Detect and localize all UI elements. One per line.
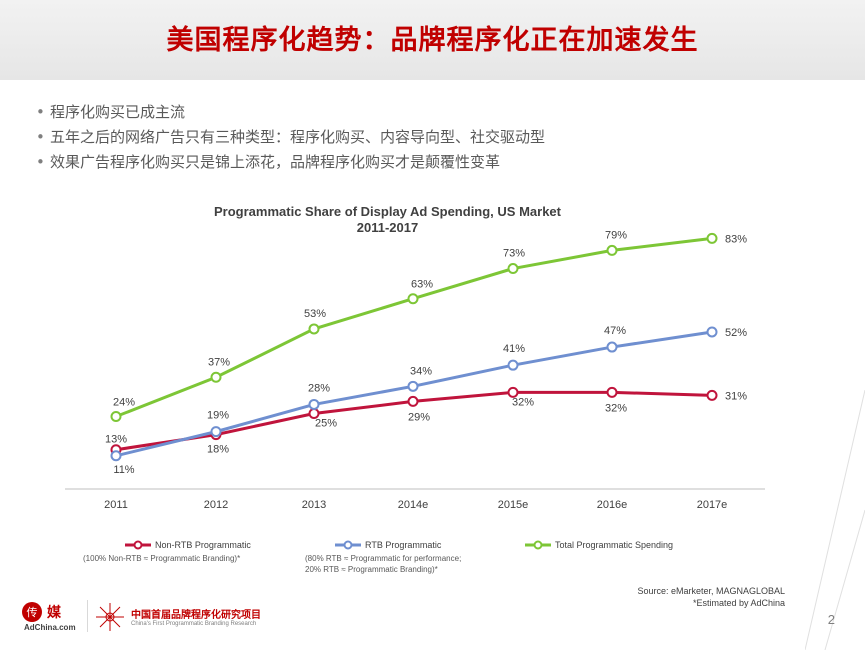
- decorative-corner-lines: [805, 390, 865, 650]
- legend-marker: [533, 540, 543, 550]
- page-number: 2: [827, 612, 835, 627]
- data-point: [210, 426, 222, 438]
- data-point: [706, 389, 718, 401]
- data-label: 31%: [725, 390, 747, 402]
- chart-title-block: Programmatic Share of Display Ad Spendin…: [150, 204, 625, 236]
- slide-title: 美国程序化趋势：品牌程序化正在加速发生: [166, 25, 699, 56]
- source-text: Source: eMarketer, MAGNAGLOBAL: [637, 586, 785, 596]
- legend-label: RTB Programmatic: [365, 540, 442, 550]
- x-tick-label: 2014e: [398, 499, 429, 511]
- x-tick-label: 2011: [104, 499, 128, 511]
- x-tick-label: 2016e: [597, 499, 628, 511]
- data-label: 32%: [512, 396, 534, 408]
- x-tick-label: 2017e: [697, 499, 728, 511]
- legend-note: (80% RTB ≈ Programmatic for performance;: [305, 554, 461, 563]
- data-point: [308, 323, 320, 335]
- data-label: 41%: [503, 343, 525, 355]
- legend-note: (100% Non-RTB ≈ Programmatic Branding)*: [83, 554, 240, 563]
- data-point: [110, 450, 122, 462]
- svg-text:传: 传: [27, 606, 38, 619]
- data-label: 32%: [605, 402, 627, 414]
- data-point: [110, 411, 122, 423]
- chart-subtitle: 2011-2017: [356, 220, 419, 235]
- data-point: [210, 371, 222, 383]
- data-label: 13%: [105, 434, 127, 446]
- data-point: [507, 386, 519, 398]
- x-tick-label: 2015e: [498, 499, 529, 511]
- data-label: 73%: [503, 248, 525, 260]
- legend-label: Non-RTB Programmatic: [155, 540, 251, 550]
- estimated-note: *Estimated by AdChina: [692, 598, 785, 608]
- data-point: [407, 395, 419, 407]
- legend-marker: [343, 540, 353, 550]
- data-label: 53%: [304, 308, 326, 320]
- x-tick-label: 2013: [302, 499, 326, 511]
- legend-label: Total Programmatic Spending: [555, 540, 673, 550]
- bullet-list: 程序化购买已成主流 五年之后的网络广告只有三种类型：程序化购买、内容导向型、社交…: [36, 100, 545, 175]
- svg-text:媒: 媒: [46, 604, 62, 621]
- research-logo-en: China's First Programmatic Branding Rese…: [131, 621, 257, 627]
- data-label: 28%: [308, 382, 330, 394]
- data-label: 29%: [408, 411, 430, 423]
- source-note: Source: eMarketer, MAGNAGLOBAL *Estimate…: [637, 585, 785, 609]
- bullet-item: 五年之后的网络广告只有三种类型：程序化购买、内容导向型、社交驱动型: [36, 125, 545, 150]
- data-point: [606, 244, 618, 256]
- data-label: 52%: [725, 327, 747, 339]
- data-point: [507, 263, 519, 275]
- data-point: [308, 398, 320, 410]
- x-tick-label: 2012: [204, 499, 228, 511]
- bullet-item: 效果广告程序化购买只是锦上添花，品牌程序化购买才是颠覆性变革: [36, 150, 545, 175]
- data-point: [407, 380, 419, 392]
- data-point: [606, 386, 618, 398]
- data-label: 24%: [113, 397, 135, 409]
- adchina-logo-text: AdChina.com: [24, 623, 76, 632]
- data-point: [507, 359, 519, 371]
- data-point: [706, 232, 718, 244]
- data-point: [407, 293, 419, 305]
- data-label: 34%: [410, 365, 432, 377]
- legend-marker: [133, 540, 143, 550]
- bullet-item: 程序化购买已成主流: [36, 100, 545, 125]
- research-logo-icon: [96, 603, 124, 631]
- data-label: 63%: [411, 279, 433, 291]
- data-label: 19%: [207, 410, 229, 422]
- data-label: 37%: [208, 356, 230, 368]
- research-logo-cn: 中国首届品牌程序化研究项目: [131, 610, 261, 621]
- data-label: 47%: [604, 325, 626, 337]
- data-label: 79%: [605, 229, 627, 241]
- data-point: [706, 326, 718, 338]
- chart-title: Programmatic Share of Display Ad Spendin…: [214, 204, 561, 219]
- adchina-logo: 传 媒: [22, 602, 62, 622]
- data-label: 83%: [725, 233, 747, 245]
- data-label: 25%: [315, 418, 337, 430]
- data-label: 18%: [207, 444, 229, 456]
- legend-note: 20% RTB ≈ Programmatic Branding)*: [305, 565, 438, 574]
- data-point: [606, 341, 618, 353]
- logo-divider: [87, 600, 88, 632]
- title-bar: [0, 0, 865, 80]
- data-label: 11%: [113, 464, 134, 476]
